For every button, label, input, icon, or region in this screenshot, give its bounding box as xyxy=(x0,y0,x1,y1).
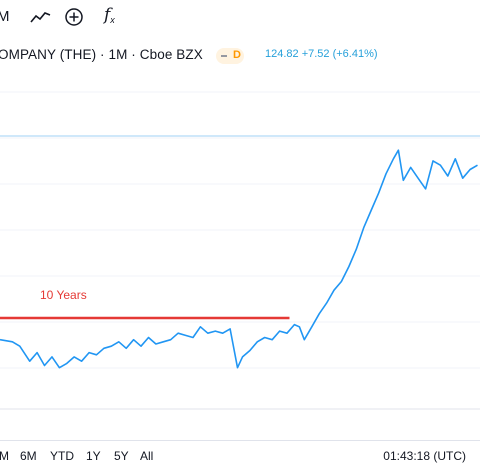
range-button-all[interactable]: All xyxy=(140,449,154,463)
price-quote: 124.82 +7.52 (+6.41%) xyxy=(265,48,378,60)
indicator-line-icon[interactable] xyxy=(30,9,52,29)
price-chart[interactable]: 10 Years 200220052008201120142017 xyxy=(0,70,480,410)
market-status-badge: D xyxy=(216,48,244,64)
chart-toolbar: M fx xyxy=(0,0,480,38)
annotation-label: 10 Years xyxy=(40,288,87,302)
range-button-1y[interactable]: 1Y xyxy=(86,449,101,463)
fx-indicator-icon[interactable]: fx xyxy=(104,5,115,25)
time-range-bar: M 6M YTD 1Y 5Y All 01:43:18 (UTC) xyxy=(0,440,480,471)
status-dash-icon xyxy=(221,55,227,57)
range-button-6m[interactable]: 6M xyxy=(20,449,37,463)
range-button-5y[interactable]: 5Y xyxy=(114,449,129,463)
range-button-ytd[interactable]: YTD xyxy=(50,449,74,463)
symbol-legend: OMPANY (THE) · 1M · Cboe BZX D 124.82 +7… xyxy=(0,44,480,66)
range-button-m[interactable]: M xyxy=(0,449,9,463)
interval-button[interactable]: M xyxy=(0,8,10,25)
symbol-title[interactable]: OMPANY (THE) · 1M · Cboe BZX xyxy=(0,47,203,62)
add-compare-icon[interactable] xyxy=(64,7,84,31)
chart-grid xyxy=(0,91,480,369)
price-series-line xyxy=(0,149,478,369)
utc-clock: 01:43:18 (UTC) xyxy=(383,449,466,463)
delay-letter: D xyxy=(233,49,241,61)
